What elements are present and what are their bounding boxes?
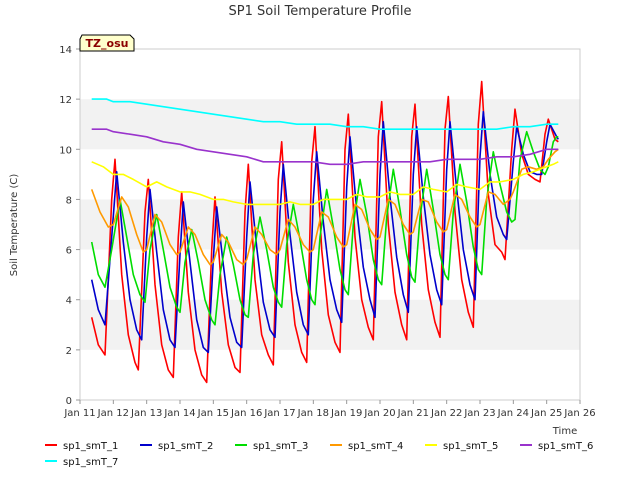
grid-band — [80, 149, 580, 200]
grid-band — [80, 49, 580, 100]
legend-item-sp1_smT_7: sp1_smT_7 — [45, 457, 118, 468]
legend-item-sp1_smT_1: sp1_smT_1 — [45, 441, 118, 452]
x-tick-label: Jan 22 — [430, 408, 462, 419]
y-tick-label: 10 — [59, 145, 72, 156]
x-tick-label: Jan 18 — [297, 408, 329, 419]
legend-item-sp1_smT_4: sp1_smT_4 — [330, 441, 403, 452]
y-axis-label: Soil Temperature (C) — [9, 174, 20, 277]
tz-badge-label: TZ_osu — [86, 37, 129, 50]
y-tick-label: 8 — [66, 195, 72, 206]
legend-item-sp1_smT_5: sp1_smT_5 — [425, 441, 498, 452]
y-axis: 0 2 4 6 8 10 12 14 — [59, 45, 80, 407]
y-tick-label: 4 — [66, 296, 72, 307]
series-line-sp1_smT_6 — [91, 128, 559, 166]
x-tick-label: Jan 15 — [197, 408, 229, 419]
legend-label: sp1_smT_3 — [253, 441, 308, 452]
series-line-sp1_smT_1 — [90, 80, 559, 384]
legend-item-sp1_smT_6: sp1_smT_6 — [520, 441, 593, 452]
x-tick-label: Jan 11 — [63, 408, 95, 419]
y-tick-label: 14 — [59, 45, 72, 56]
x-tick-label: Jan 24 — [497, 408, 529, 419]
x-tick-label: Jan 13 — [130, 408, 162, 419]
series-line-sp1_smT_7 — [91, 98, 559, 130]
legend: sp1_smT_1 sp1_smT_2 sp1_smT_3 sp1_smT_4 sp1_… — [45, 441, 593, 468]
chart-title: SP1 Soil Temperature Profile — [229, 4, 412, 19]
tz-badge: TZ_osu — [79, 34, 135, 52]
legend-label: sp1_smT_2 — [158, 441, 213, 452]
y-tick-label: 12 — [59, 95, 72, 106]
y-tick-label: 2 — [66, 346, 72, 357]
series-line-sp1_smT_4 — [90, 148, 559, 266]
y-tick-label: 0 — [66, 396, 72, 407]
x-tick-label: Jan 14 — [163, 408, 195, 419]
x-axis-label: Time — [552, 426, 577, 437]
x-tick-label: Jan 19 — [330, 408, 362, 419]
x-tick-label: Jan 16 — [230, 408, 262, 419]
x-tick-label: Jan 23 — [463, 408, 495, 419]
x-tick-label: Jan 21 — [397, 408, 429, 419]
legend-item-sp1_smT_2: sp1_smT_2 — [140, 441, 213, 452]
x-tick-label: Jan 17 — [263, 408, 295, 419]
legend-item-sp1_smT_3: sp1_smT_3 — [235, 441, 308, 452]
series-line-sp1_smT_5 — [91, 161, 559, 206]
y-tick-label: 6 — [66, 246, 72, 257]
legend-label: sp1_smT_7 — [63, 457, 118, 468]
series-line-sp1_smT_2 — [90, 110, 559, 354]
x-tick-label: Jan 26 — [563, 408, 595, 419]
x-axis: Jan 11 Jan 12 Jan 13 Jan 14 Jan 15 Jan 16 Jan … — [63, 400, 596, 419]
legend-label: sp1_smT_6 — [538, 441, 593, 452]
x-tick-label: Jan 12 — [97, 408, 129, 419]
x-tick-label: Jan 20 — [363, 408, 395, 419]
legend-label: sp1_smT_1 — [63, 441, 118, 452]
grid-band — [80, 349, 580, 400]
series-layer — [90, 80, 559, 384]
x-tick-label: Jan 25 — [530, 408, 562, 419]
plot-area — [79, 48, 581, 401]
legend-label: sp1_smT_4 — [348, 441, 403, 452]
legend-label: sp1_smT_5 — [443, 441, 498, 452]
